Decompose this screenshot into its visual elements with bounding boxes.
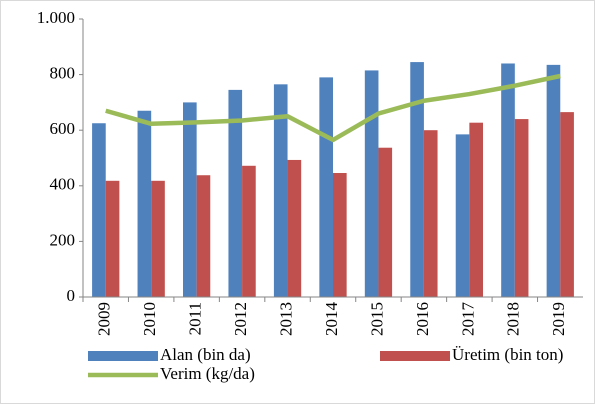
bar (183, 102, 197, 298)
bar (378, 147, 393, 297)
bar (137, 110, 152, 298)
x-tick-label: 2015 (367, 302, 386, 336)
bar (364, 70, 379, 298)
bar (287, 159, 302, 297)
legend-swatch (88, 351, 158, 361)
legend-label: Üretim (bin ton) (452, 345, 563, 364)
x-tick-label: 2014 (322, 302, 341, 337)
bar (333, 173, 347, 297)
x-tick-label: 2017 (458, 302, 477, 337)
y-tick-label: 800 (50, 64, 76, 83)
bar (546, 64, 561, 298)
bar (242, 165, 256, 297)
x-tick-label: 2009 (95, 302, 114, 336)
bar (410, 62, 424, 298)
x-tick-label: 2012 (231, 302, 250, 336)
x-tick-label: 2019 (549, 302, 568, 336)
bar (105, 180, 120, 297)
y-tick-label: 0 (67, 286, 76, 305)
y-tick-label: 200 (50, 230, 76, 249)
bar (514, 119, 529, 297)
bar (228, 89, 243, 297)
y-tick-label: 600 (50, 119, 76, 138)
bar (560, 112, 574, 297)
bar (423, 130, 438, 297)
legend-label: Alan (bin da) (160, 345, 251, 364)
bar (455, 134, 470, 297)
y-tick-label: 400 (50, 175, 76, 194)
x-tick-label: 2013 (276, 302, 295, 336)
line-series (105, 73, 561, 143)
x-tick-label: 2016 (413, 302, 432, 336)
bar (196, 175, 211, 297)
legend-swatch (380, 351, 450, 361)
x-tick-label: 2010 (140, 302, 159, 336)
bar (92, 123, 106, 297)
x-tick-label: 2011 (186, 302, 205, 335)
bar (151, 180, 165, 297)
bar (501, 63, 515, 298)
x-tick-label: 2018 (504, 302, 523, 336)
y-tick-label: 1.000 (37, 8, 75, 27)
bar (319, 77, 333, 297)
legend-label: Verim (kg/da) (160, 364, 255, 383)
bar (469, 122, 483, 297)
bar (273, 84, 288, 297)
